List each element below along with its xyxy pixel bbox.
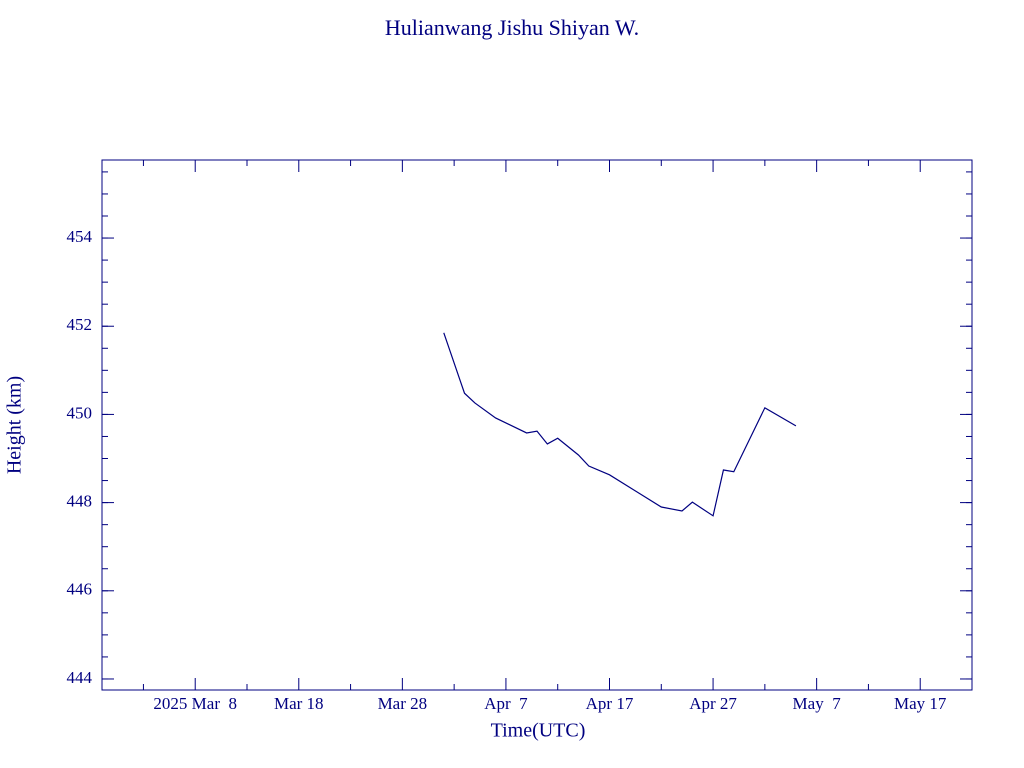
x-tick-label: May 7 xyxy=(793,694,842,713)
y-tick-label: 444 xyxy=(67,668,93,687)
x-tick-label: Apr 27 xyxy=(689,694,737,713)
plot-frame xyxy=(101,159,973,691)
y-tick-label: 448 xyxy=(67,492,93,511)
x-tick-label: Apr 7 xyxy=(484,694,528,713)
x-tick-label: Apr 17 xyxy=(586,694,634,713)
y-axis-label: Height (km) xyxy=(4,376,26,474)
y-tick-label: 454 xyxy=(67,227,93,246)
x-tick-label: Mar 28 xyxy=(378,694,428,713)
x-tick-label: 2025 Mar 8 xyxy=(153,694,237,713)
chart-title: Hulianwang Jishu Shiyan W. xyxy=(385,15,639,40)
x-axis-label: Time(UTC) xyxy=(491,720,586,742)
data-line xyxy=(443,332,797,517)
x-tick-label: Mar 18 xyxy=(274,694,324,713)
y-tick-label: 450 xyxy=(67,403,93,422)
x-tick-label: May 17 xyxy=(894,694,947,713)
y-tick-label: 452 xyxy=(67,315,93,334)
y-tick-label: 446 xyxy=(67,580,93,599)
